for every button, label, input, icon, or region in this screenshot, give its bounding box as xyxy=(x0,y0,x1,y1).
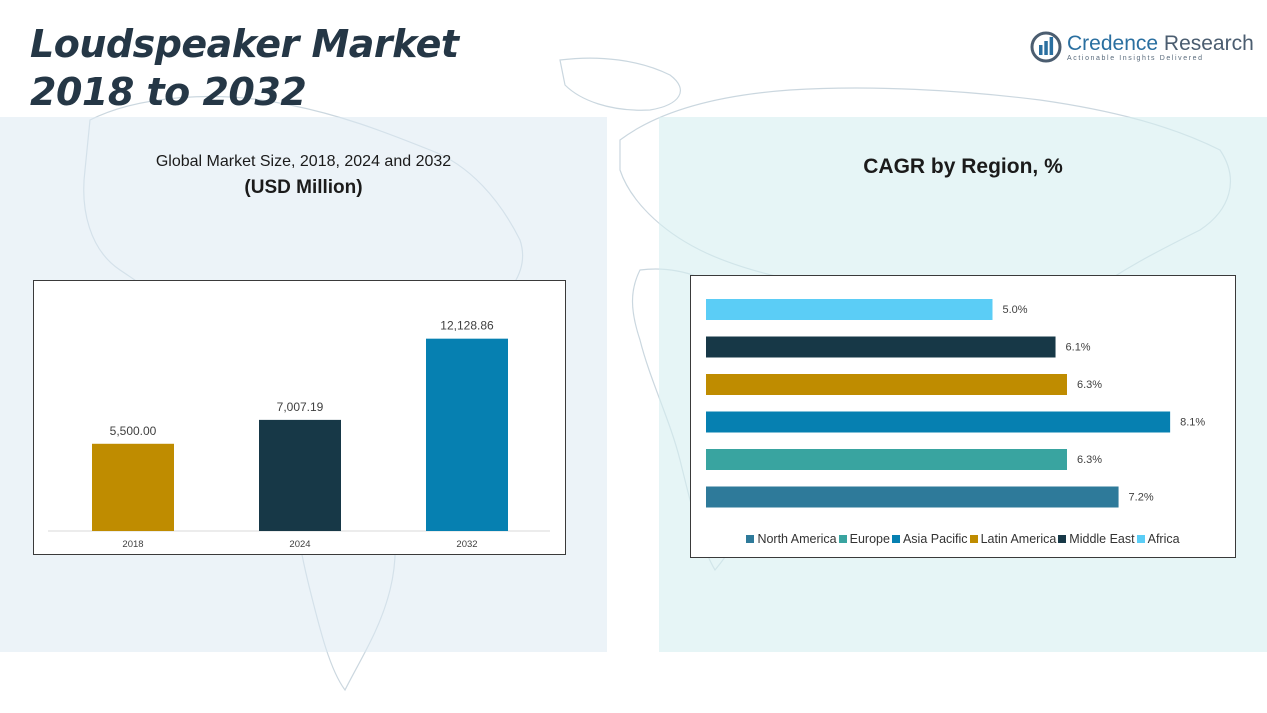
bar-value-label: 6.1% xyxy=(1066,342,1091,354)
legend-swatch xyxy=(746,535,755,543)
title-line-2: 2018 to 2032 xyxy=(30,70,307,114)
bar-value-label: 6.3% xyxy=(1077,454,1102,466)
bar-asia-pacific xyxy=(706,411,1171,433)
bar-africa xyxy=(706,299,993,320)
legend-swatch xyxy=(838,535,847,543)
title-line-1: Loudspeaker Market xyxy=(30,22,459,66)
page-title: Loudspeaker Market 2018 to 2032 xyxy=(30,20,459,116)
market-size-subtitle: Global Market Size, 2018, 2024 and 2032 xyxy=(155,153,452,170)
bar-2024 xyxy=(259,419,341,531)
market-size-panel: Global Market Size, 2018, 2024 and 2032 … xyxy=(0,117,607,652)
market-size-chart-frame: 5,500.00 2018 7,007.19 2024 12,128.86 2032 xyxy=(33,280,566,555)
legend-item-asia-pacific: Asia Pacific xyxy=(891,532,968,546)
legend-item-europe: Europe xyxy=(838,532,890,546)
market-size-bar-chart: 5,500.00 2018 7,007.19 2024 12,128.86 2032 xyxy=(48,319,550,550)
legend-label: North America xyxy=(757,532,837,546)
logo-tagline: Actionable Insights Delivered xyxy=(1067,55,1204,62)
legend-label: Latin America xyxy=(980,532,1057,546)
bar-value-label: 12,128.86 xyxy=(440,319,494,333)
logo-name: Credence Research xyxy=(1067,32,1254,56)
cagr-chart-frame: 5.0% 6.1% 6.3% 8.1% 6.3% 7.2% North America Eu… xyxy=(690,275,1236,558)
bar-latin-america xyxy=(706,374,1067,395)
bar-value-label: 5,500.00 xyxy=(110,424,157,438)
legend-swatch xyxy=(1136,535,1145,543)
bar-value-label: 7.2% xyxy=(1129,492,1154,504)
logo-mark-icon xyxy=(1030,31,1062,63)
legend-swatch xyxy=(1058,535,1067,543)
cagr-panel: CAGR by Region, % 5.0% 6.1% 6.3% 8.1% 6.3% 7.… xyxy=(659,117,1267,652)
bar-value-label: 7,007.19 xyxy=(277,400,324,414)
cagr-horizontal-bar-chart: 5.0% 6.1% 6.3% 8.1% 6.3% 7.2% xyxy=(706,299,1205,508)
logo-name-part2: Research xyxy=(1163,32,1254,55)
bar-2018 xyxy=(92,443,174,531)
market-size-unit: (USD Million) xyxy=(244,177,363,198)
legend-swatch xyxy=(969,535,978,543)
x-tick-label: 2024 xyxy=(289,539,310,550)
legend-label: Middle East xyxy=(1069,532,1135,546)
bar-value-label: 6.3% xyxy=(1077,379,1102,391)
cagr-chart-title: CAGR by Region, % xyxy=(863,155,1063,178)
x-tick-label: 2032 xyxy=(456,539,477,550)
legend-label: Asia Pacific xyxy=(902,532,968,546)
logo-name-part1: Credence xyxy=(1067,32,1159,55)
legend-item-middle-east: Middle East xyxy=(1058,532,1135,546)
bar-value-label: 5.0% xyxy=(1003,304,1028,316)
cagr-legend: North America Europe Asia Pacific Latin Ame… xyxy=(691,532,1235,546)
legend-label: Europe xyxy=(849,532,890,546)
company-logo: Credence Research Actionable Insights De… xyxy=(1030,30,1254,70)
legend-label: Africa xyxy=(1147,532,1180,546)
legend-swatch xyxy=(891,535,900,543)
bar-value-label: 8.1% xyxy=(1180,417,1205,429)
legend-item-africa: Africa xyxy=(1136,532,1180,546)
legend-item-north-america: North America xyxy=(746,532,837,546)
legend-item-latin-america: Latin America xyxy=(969,532,1057,546)
bar-middle-east xyxy=(706,336,1056,358)
x-tick-label: 2018 xyxy=(122,539,143,550)
bar-north-america xyxy=(706,486,1119,508)
bar-2032 xyxy=(426,338,508,531)
bar-europe xyxy=(706,449,1067,470)
